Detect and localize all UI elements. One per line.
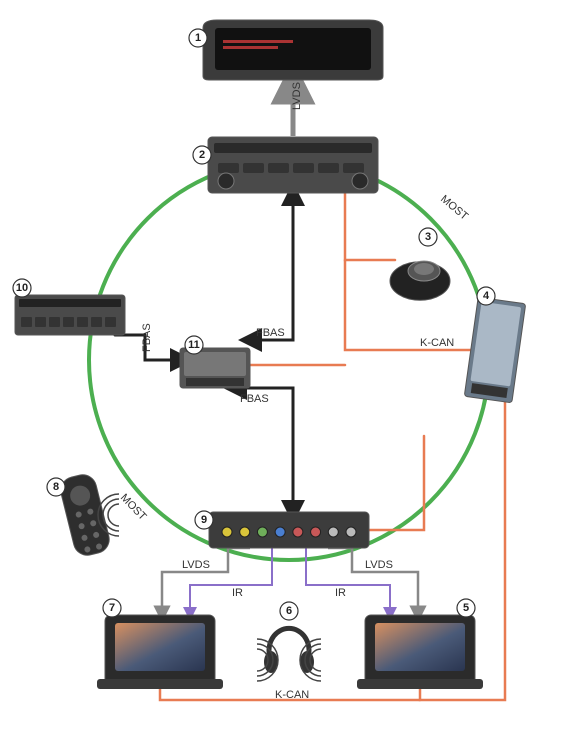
node-label-11: 11 <box>185 336 203 354</box>
node-label-3: 3 <box>419 228 437 246</box>
label-kcan-mid: K-CAN <box>420 337 454 349</box>
node-label-7: 7 <box>103 599 121 617</box>
node-label-6: 6 <box>280 602 298 620</box>
svg-text:9: 9 <box>201 514 207 526</box>
svg-text:7: 7 <box>109 602 115 614</box>
component-9 <box>209 512 369 548</box>
node-label-8: 8 <box>47 478 65 496</box>
svg-text:3: 3 <box>425 231 431 243</box>
label-lvds-right: LVDS <box>365 559 393 571</box>
node-label-10: 10 <box>13 279 31 297</box>
node-label-5: 5 <box>457 599 475 617</box>
label-lvds-top: LVDS <box>291 82 303 110</box>
svg-text:10: 10 <box>16 282 28 294</box>
component-3 <box>390 261 450 300</box>
svg-text:6: 6 <box>286 605 292 617</box>
label-ir-left: IR <box>232 587 243 599</box>
label-lvds-left: LVDS <box>182 559 210 571</box>
node-label-1: 1 <box>189 29 207 47</box>
label-kcan-low: K-CAN <box>275 689 309 701</box>
component-8 <box>58 472 119 558</box>
component-4 <box>464 297 525 403</box>
component-2 <box>208 137 378 193</box>
component-6 <box>257 628 321 681</box>
component-1 <box>203 20 383 80</box>
component-10 <box>15 295 125 335</box>
node-label-4: 4 <box>477 287 495 305</box>
svg-text:8: 8 <box>53 481 59 493</box>
component-11 <box>180 348 250 388</box>
svg-text:2: 2 <box>199 149 205 161</box>
label-fbas-up: FBAS <box>256 327 285 339</box>
node-label-9: 9 <box>195 511 213 529</box>
svg-text:11: 11 <box>188 339 200 351</box>
component-7 <box>97 615 223 689</box>
label-fbas-left: FBAS <box>141 323 153 352</box>
label-most-top: MOST <box>438 193 470 223</box>
svg-text:1: 1 <box>195 32 201 44</box>
label-ir-right: IR <box>335 587 346 599</box>
label-fbas-down: FBAS <box>240 393 269 405</box>
svg-text:4: 4 <box>483 290 490 302</box>
component-5 <box>357 615 483 689</box>
node-label-2: 2 <box>193 146 211 164</box>
svg-text:5: 5 <box>463 602 469 614</box>
